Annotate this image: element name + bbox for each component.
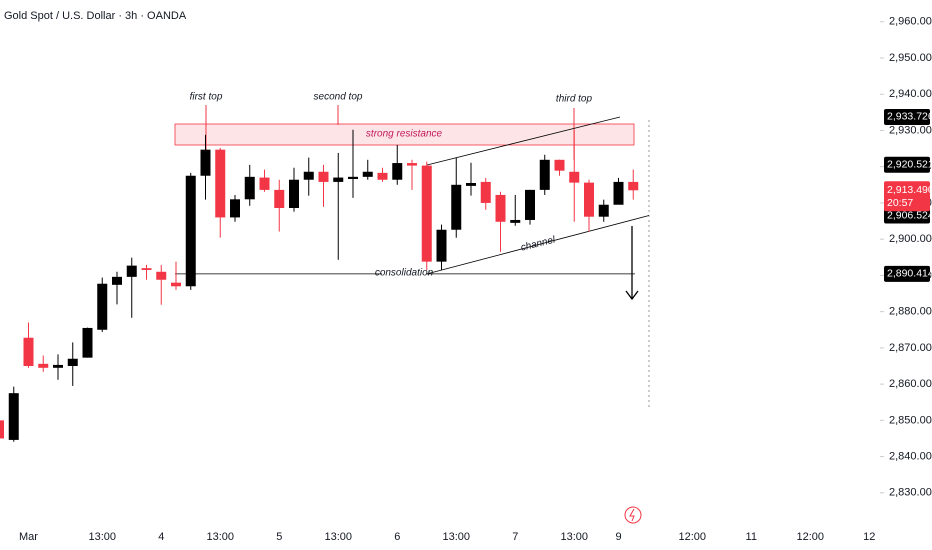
y-tick-label: 2,850.000: [889, 414, 932, 426]
candle-body: [82, 327, 93, 358]
candle-body: [495, 194, 506, 222]
x-tick-label: 13:00: [442, 531, 470, 543]
candle-body: [613, 181, 624, 205]
candle-body: [156, 271, 167, 280]
candle-body: [23, 337, 34, 366]
candle-body: [584, 182, 594, 217]
candle-body: [38, 363, 49, 368]
y-tick-label: 2,900.000: [889, 233, 932, 245]
y-tick-label: 2,830.000: [889, 487, 932, 499]
annotation: third top: [556, 94, 593, 105]
x-tick-label: 5: [276, 531, 282, 543]
candle-body: [407, 163, 417, 166]
annotation: consolidation: [375, 268, 434, 279]
arrow-head: [625, 290, 639, 301]
y-tick-label: 2,880.000: [889, 306, 932, 318]
candle-body: [377, 172, 388, 180]
last-price-box: [884, 181, 930, 212]
candle-body: [510, 219, 521, 223]
candle-body: [480, 181, 491, 203]
price-label: 2,890.414: [887, 268, 932, 280]
candle-body: [421, 165, 432, 262]
candle-body: [628, 181, 639, 191]
x-tick-label: 13:00: [560, 531, 588, 543]
price-label: 2,933.726: [887, 111, 932, 123]
candle-body: [126, 265, 137, 277]
price-label-box: [884, 207, 930, 224]
candle-body: [112, 276, 122, 285]
candle-body: [554, 159, 565, 171]
candle-body: [274, 189, 285, 208]
y-tick-label: 2,940.000: [889, 88, 932, 100]
channel-lower: [426, 215, 650, 275]
candle-body: [318, 171, 329, 182]
candle-body: [333, 177, 344, 182]
x-tick-label: 11: [746, 531, 757, 543]
candle-body: [539, 159, 550, 190]
candle-body: [392, 163, 403, 180]
price-label: 2,920.521: [887, 159, 932, 171]
price-label-box: [884, 108, 930, 125]
candle-body: [598, 204, 609, 217]
candle-body: [230, 199, 240, 218]
resistance-zone: [174, 123, 635, 146]
candle-body: [53, 364, 63, 368]
y-tick-label: 2,840.000: [889, 450, 932, 462]
candle-body: [200, 149, 211, 176]
x-tick-label: 7: [512, 531, 518, 543]
label-bg: [382, 267, 426, 279]
annotation: second top: [314, 92, 363, 103]
candle-body: [97, 283, 108, 330]
y-tick-label: 2,950.000: [889, 52, 932, 64]
x-tick-label: Mar: [19, 531, 38, 543]
x-tick-label: 13:00: [206, 531, 234, 543]
candle-body: [303, 171, 314, 180]
candle-body: [259, 177, 270, 190]
x-tick-label: 9: [615, 531, 621, 543]
candle-body: [466, 182, 476, 186]
candle-body: [215, 149, 226, 218]
last-price-label: 2,913.490: [887, 184, 932, 196]
x-tick-label: 13:00: [88, 531, 116, 543]
candle-body: [67, 358, 78, 366]
x-tick-label: 13:00: [324, 531, 352, 543]
x-tick-label: 12: [863, 531, 875, 543]
candle-body: [8, 393, 19, 440]
y-tick-label: 2,960.000: [889, 16, 932, 28]
y-tick-label: 2,930.000: [889, 124, 932, 136]
x-tick-label: 4: [158, 531, 164, 543]
candle-body: [348, 176, 358, 180]
candle-body: [185, 175, 196, 287]
chart-title: Gold Spot / U.S. Dollar · 3h · OANDA: [4, 10, 187, 22]
annotation: first top: [190, 92, 223, 103]
price-label-box: [884, 265, 930, 282]
price-label-box: [884, 156, 930, 173]
annotation: strong resistance: [366, 129, 443, 140]
candle-body: [525, 189, 535, 220]
price-label: 2,906.524: [887, 209, 932, 221]
flash-icon: [624, 506, 642, 524]
channel-upper: [426, 116, 621, 166]
y-tick-label: 2,870.000: [889, 342, 932, 354]
candle-body: [141, 268, 152, 270]
candle-body: [244, 176, 255, 200]
y-tick-label: 2,860.000: [889, 378, 932, 390]
x-tick-label: 12:00: [678, 531, 706, 543]
flash-icon: [629, 508, 635, 522]
candle-body: [289, 179, 299, 208]
candle-body: [362, 171, 373, 177]
candle-body: [171, 282, 181, 287]
candle-body: [436, 229, 447, 262]
countdown: 20:57: [887, 197, 913, 209]
candle-body: [451, 184, 462, 230]
x-tick-label: 12:00: [796, 531, 824, 543]
candle-body: [0, 420, 4, 439]
candle-body: [569, 171, 580, 183]
x-tick-label: 6: [394, 531, 400, 543]
